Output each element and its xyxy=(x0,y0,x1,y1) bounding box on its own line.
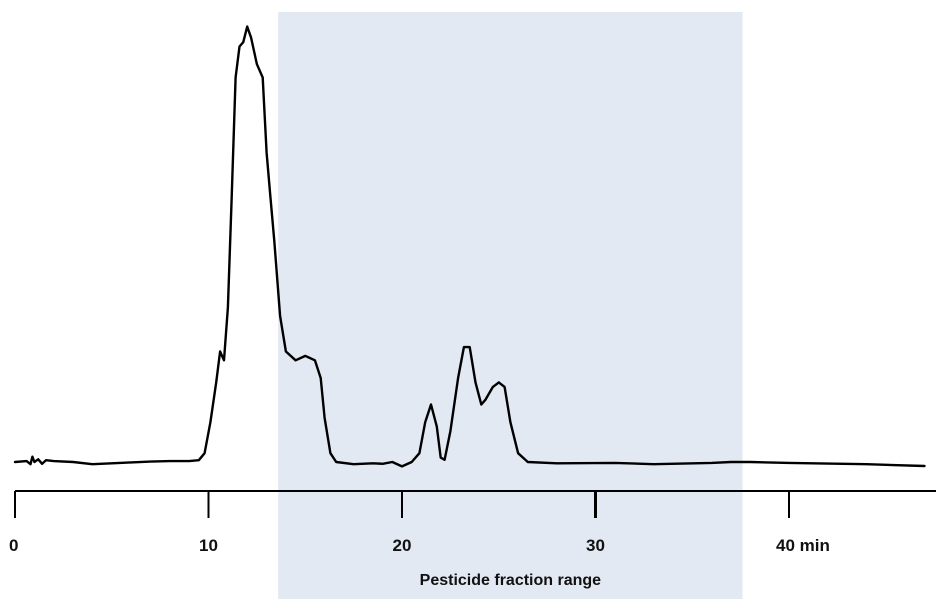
x-tick-label: 40 min xyxy=(776,536,830,555)
x-tick-label: 30 xyxy=(586,536,605,555)
highlight-band xyxy=(278,12,743,599)
x-tick-label: 10 xyxy=(199,536,218,555)
chromatogram-trace xyxy=(13,25,926,468)
x-tick-label: 0 xyxy=(9,536,18,555)
x-tick-label: 20 xyxy=(393,536,412,555)
band-label: Pesticide fraction range xyxy=(420,572,601,589)
